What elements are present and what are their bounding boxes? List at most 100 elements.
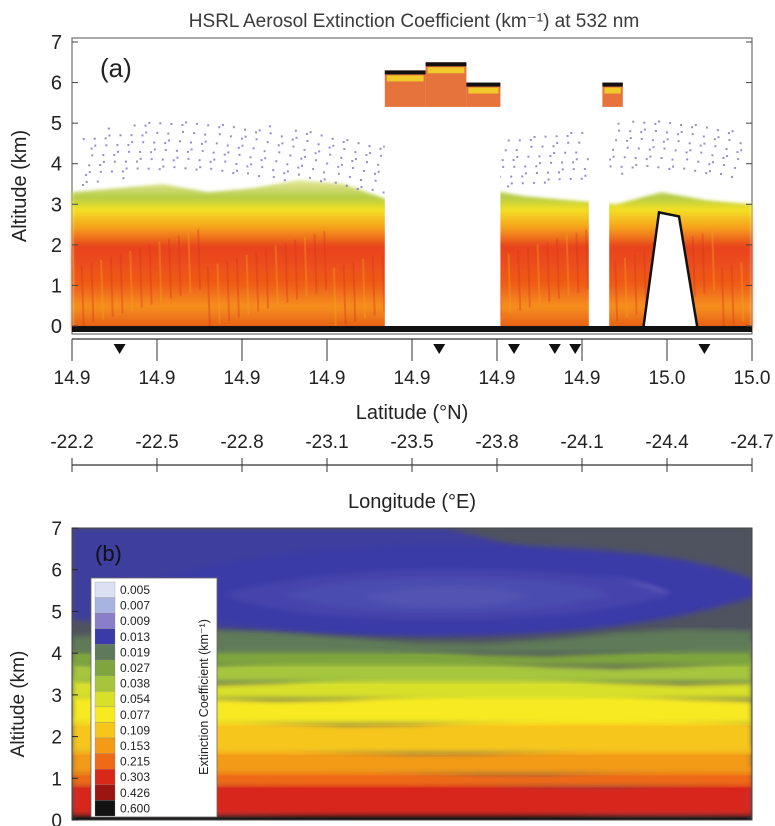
- scatter-point: [328, 146, 331, 149]
- scatter-point: [170, 123, 173, 125]
- scatter-point: [85, 174, 88, 177]
- scatter-point: [128, 150, 130, 153]
- cloud-edge: [468, 87, 499, 94]
- scatter-point: [297, 166, 300, 169]
- scatter-point: [269, 132, 272, 135]
- scatter-point: [556, 142, 559, 145]
- scatter-point: [669, 122, 672, 125]
- scatter-point: [553, 152, 556, 154]
- scatter-point: [247, 172, 249, 175]
- scatter-point: [317, 143, 320, 146]
- scatter-point: [94, 144, 97, 147]
- contour-band: [72, 629, 752, 653]
- colorbar-swatch: [94, 675, 116, 692]
- panel-b-label: (b): [95, 541, 122, 566]
- scatter-point: [280, 135, 283, 138]
- panel-b-ytick-label: 4: [51, 644, 62, 665]
- scatter-point: [212, 151, 215, 154]
- aerosol-texture: [556, 238, 560, 299]
- scatter-point: [623, 156, 626, 159]
- scatter-point: [235, 162, 238, 165]
- panel-a-x2tick-label: -23.5: [390, 432, 433, 453]
- scatter-point: [717, 136, 720, 139]
- scatter-point: [535, 172, 538, 174]
- scatter-point: [323, 171, 326, 174]
- scatter-point: [201, 142, 203, 145]
- scatter-point: [236, 169, 238, 172]
- aerosol-texture: [109, 256, 114, 317]
- cloud-top: [384, 70, 426, 75]
- scatter-point: [640, 138, 643, 140]
- panel-a-markers: [113, 344, 711, 354]
- scatter-point: [371, 188, 374, 191]
- scatter-point: [158, 168, 161, 171]
- scatter-point: [686, 158, 689, 161]
- scatter-point: [153, 141, 156, 144]
- panel-a-ytick-label: 1: [51, 275, 62, 297]
- colorbar-tick-label: 0.027: [120, 661, 150, 675]
- scatter-point: [615, 139, 618, 142]
- scatter-point: [618, 129, 621, 132]
- scatter-point: [629, 130, 632, 133]
- scatter-point: [608, 158, 611, 161]
- aerosol-texture: [71, 228, 75, 289]
- scatter-point: [241, 144, 244, 147]
- scatter-point: [377, 170, 380, 173]
- scatter-point: [164, 149, 167, 151]
- scatter-point: [113, 160, 116, 163]
- elevated-cloud: [466, 82, 501, 107]
- scatter-point: [620, 165, 623, 168]
- scatter-point: [125, 160, 127, 163]
- scatter-point: [309, 176, 311, 179]
- scatter-point: [561, 161, 564, 164]
- panel-a-ytick-label: 4: [51, 154, 62, 176]
- scatter-point: [102, 154, 105, 157]
- aerosol-texture: [342, 264, 347, 325]
- aerosol-texture: [720, 267, 725, 328]
- scatter-point: [654, 129, 657, 132]
- panel-b-ytick-label: 1: [51, 769, 62, 790]
- scatter-point: [694, 124, 697, 126]
- scatter-point: [99, 170, 102, 173]
- scatter-point: [680, 131, 683, 133]
- scatter-point: [626, 139, 629, 142]
- scatter-point: [315, 159, 318, 162]
- scatter-point: [723, 164, 725, 166]
- aerosol-texture: [206, 266, 211, 327]
- aerosol-texture: [235, 257, 240, 318]
- panel-a-xtick-label: 14.9: [479, 368, 516, 389]
- aerosol-texture: [381, 252, 386, 313]
- panel-a-xtick-label: 14.9: [309, 368, 346, 389]
- scatter-point: [626, 146, 629, 149]
- scatter-point: [133, 124, 136, 127]
- scatter-point: [504, 149, 507, 152]
- scatter-point: [538, 155, 541, 158]
- scatter-point: [185, 121, 188, 124]
- panel-b-ytick-label: 6: [51, 561, 62, 582]
- scatter-point: [662, 140, 665, 143]
- scatter-point: [340, 163, 343, 166]
- scatter-point: [507, 139, 510, 142]
- scatter-point: [680, 124, 683, 126]
- scatter-point: [380, 154, 383, 157]
- panel-a-ytick-label: 2: [51, 235, 62, 257]
- colorbar-swatch: [94, 581, 116, 598]
- scatter-point: [671, 158, 674, 161]
- aerosol-texture: [168, 238, 172, 299]
- aerosol-texture: [274, 245, 279, 306]
- aerosol-texture: [255, 251, 260, 312]
- scatter-point: [342, 141, 345, 143]
- scatter-point: [736, 151, 739, 154]
- aerosol-texture: [80, 265, 85, 326]
- colorbar-swatch: [94, 659, 116, 676]
- scatter-point: [524, 165, 527, 168]
- scatter-point: [355, 158, 357, 161]
- cloud-streak: [425, 179, 429, 326]
- scatter-point: [85, 181, 88, 183]
- scatter-point: [278, 151, 281, 154]
- panel-a-ytick-label: 6: [51, 73, 62, 95]
- cloud-top: [425, 62, 467, 67]
- scatter-point: [703, 142, 706, 145]
- scatter-point: [117, 150, 119, 153]
